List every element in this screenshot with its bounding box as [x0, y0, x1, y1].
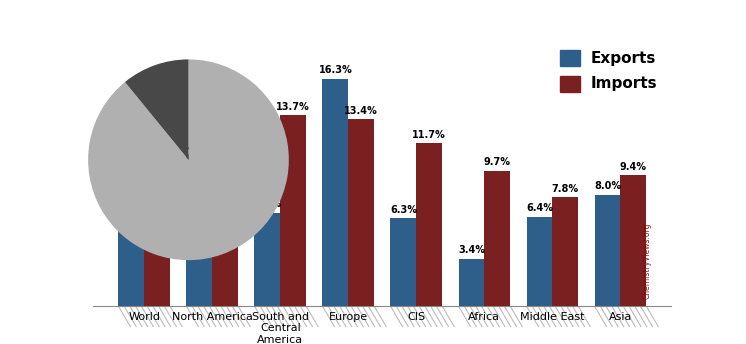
Text: 8.0%: 8.0% [594, 181, 621, 191]
Bar [254, 213, 280, 306]
Text: 13.7%: 13.7% [276, 102, 310, 112]
Text: 6.3%: 6.3% [390, 205, 417, 215]
Bar [119, 154, 144, 306]
Bar [552, 197, 578, 306]
Text: 6.4%: 6.4% [526, 203, 553, 213]
Text: ChemistryViews.org: ChemistryViews.org [642, 223, 651, 299]
Text: 9.3%: 9.3% [212, 163, 239, 173]
Bar [144, 154, 170, 306]
Legend: Exports, Imports: Exports, Imports [554, 43, 665, 99]
Text: 10.9%: 10.9% [114, 141, 148, 151]
Text: 13.4%: 13.4% [345, 106, 378, 116]
Bar [527, 217, 552, 306]
Bar [621, 175, 646, 306]
Text: 3.4%: 3.4% [458, 245, 485, 255]
Text: 6.7%: 6.7% [254, 199, 281, 209]
Bar [595, 195, 621, 306]
Text: 9.7%: 9.7% [483, 158, 511, 168]
Bar [322, 79, 348, 306]
Bar [459, 259, 484, 306]
Text: 11.7%: 11.7% [413, 130, 446, 140]
Text: 10.9%: 10.9% [183, 141, 216, 151]
Text: 10.9%: 10.9% [140, 141, 174, 151]
Bar [484, 171, 510, 306]
Bar [280, 115, 306, 306]
Text: 16.3%: 16.3% [319, 65, 352, 75]
Text: 7.8%: 7.8% [552, 184, 579, 194]
Bar [348, 119, 374, 306]
Bar [416, 143, 442, 306]
Bar [186, 154, 213, 306]
Wedge shape [125, 60, 189, 160]
Wedge shape [88, 60, 289, 260]
Text: 9.4%: 9.4% [620, 162, 647, 172]
Bar [390, 218, 416, 306]
Bar [213, 176, 238, 306]
